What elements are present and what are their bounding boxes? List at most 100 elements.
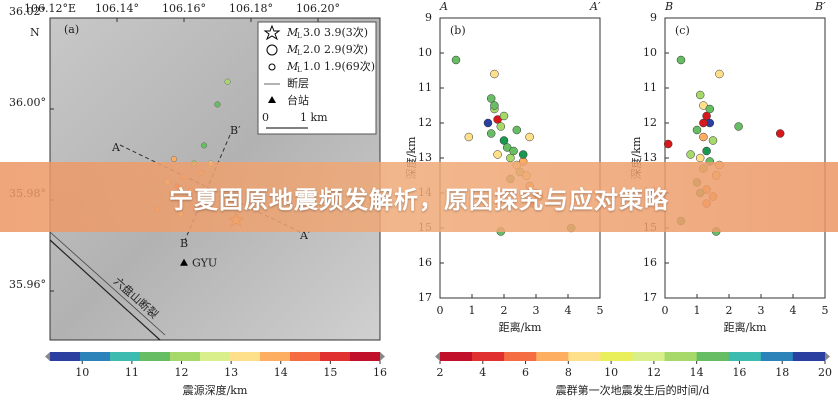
colorbar-segment	[632, 352, 665, 361]
event-point	[708, 136, 718, 145]
colorbar-tick-label: 13	[224, 366, 238, 379]
legend-text: 3.0 3.9(3次)	[303, 25, 368, 39]
legend-sub: L	[297, 49, 302, 57]
colorbar-segment	[110, 352, 141, 361]
banner-title: 宁夏固原地震频发解析，原因探究与应对策略	[169, 185, 669, 214]
colorbar-segment	[200, 352, 231, 361]
colorbar-tick-label: 14	[274, 366, 288, 379]
x-tick-label: 5	[597, 304, 604, 317]
event-point	[699, 118, 708, 128]
event-point	[499, 136, 509, 145]
event-point	[695, 153, 705, 163]
event-point	[509, 146, 518, 156]
profile-end: A′	[589, 0, 601, 13]
colorbar-segment	[536, 352, 569, 361]
x-tick-label: 4	[790, 304, 797, 317]
y-tick-label: 13	[418, 151, 432, 164]
x-tick-label: 1	[694, 304, 701, 317]
profile-label: B′	[230, 124, 241, 137]
y-tick-label: 10	[643, 46, 657, 59]
y-tick-label: 16	[418, 256, 432, 269]
colorbar-segment	[728, 352, 762, 361]
legend-text: 台站	[287, 93, 309, 107]
legend-circle	[268, 63, 276, 71]
legend-text: 断层	[287, 76, 309, 90]
event-point	[699, 132, 708, 142]
event-point	[451, 55, 461, 65]
event-point	[702, 111, 711, 121]
y-tick-label: 16	[643, 256, 657, 269]
event	[170, 156, 177, 163]
y-tick-label: 17	[643, 291, 657, 304]
profile-end: A	[439, 0, 448, 13]
colorbar-segment	[696, 352, 730, 361]
y-tick-label: 11	[643, 81, 657, 94]
colorbar-label: 震群第一次地震发生后的时间/d	[556, 383, 710, 397]
banner: 宁夏固原地震频发解析，原因探究与应对策略	[0, 162, 838, 232]
x-tick-label: 4	[565, 304, 572, 317]
colorbar-segment	[600, 352, 633, 361]
event-point	[686, 150, 695, 159]
colorbar-segment	[440, 352, 473, 361]
lat-tick-label: 36.02°	[9, 5, 46, 18]
event-point	[692, 125, 702, 135]
x-tick-label: 0	[437, 304, 444, 317]
event-point	[715, 69, 724, 79]
legend-text: 1.0 1.9(69次)	[303, 59, 375, 73]
station-name: GYU	[192, 257, 217, 270]
profile-label: B	[180, 237, 188, 250]
event-point	[518, 150, 528, 159]
event	[201, 142, 208, 149]
colorbar-segment	[80, 352, 111, 361]
profile-end: B′	[814, 0, 826, 13]
legend-m: M	[286, 43, 299, 56]
colorbar-segment	[568, 352, 601, 361]
x-tick-label: 3	[758, 304, 765, 317]
colorbar-tick-label: 10	[75, 366, 89, 379]
y-tick-label: 10	[418, 46, 432, 59]
legend-star	[263, 24, 281, 41]
colorbar-label: 震源深度/km	[183, 383, 248, 397]
plot-frame	[439, 17, 601, 299]
panel-label: (c)	[675, 24, 690, 37]
lat-tick-label: 36.00°	[9, 96, 46, 109]
y-tick-label: 11	[418, 81, 432, 94]
event-point	[499, 111, 509, 121]
legend-sub: L	[297, 32, 302, 40]
colorbar-segment	[664, 352, 697, 361]
event-point	[705, 104, 715, 114]
event-point	[734, 122, 743, 131]
colorbar-segment	[504, 352, 537, 361]
event-point	[483, 118, 493, 128]
lat-tick-label: 35.96°	[9, 278, 46, 291]
colorbar-tick-label: 14	[690, 366, 704, 379]
lon-tick-label: 106.16°	[162, 2, 206, 15]
event-point	[775, 129, 785, 138]
x-tick-label: 1	[469, 304, 476, 317]
colorbar-tick-label: 20	[818, 366, 832, 379]
event-point	[490, 101, 499, 110]
colorbar-tick-label: 4	[479, 366, 486, 379]
colorbar-segment	[290, 352, 321, 361]
event	[214, 101, 221, 108]
scale-label: 1 km	[300, 111, 328, 124]
legend-text: 2.0 2.9(9次)	[303, 42, 368, 56]
fault-line	[49, 239, 161, 341]
lon-tick-label: 106.12°E	[24, 2, 76, 15]
scale-label: 0	[262, 111, 269, 124]
legend-sub: L	[297, 66, 302, 74]
event-point	[702, 146, 711, 156]
x-tick-label: 2	[501, 304, 508, 317]
event-point	[512, 125, 522, 135]
station	[180, 258, 188, 266]
y-tick-label: 12	[643, 116, 657, 129]
lat-unit: N	[30, 26, 40, 39]
y-tick-label: 17	[418, 291, 432, 304]
colorbar-segment	[230, 352, 261, 361]
event-point	[486, 129, 496, 138]
colorbar-tick-label: 8	[565, 366, 572, 379]
colorbar-tick-label: 15	[323, 366, 337, 379]
event-point	[490, 69, 499, 79]
lon-tick-label: 106.14°	[95, 2, 139, 15]
